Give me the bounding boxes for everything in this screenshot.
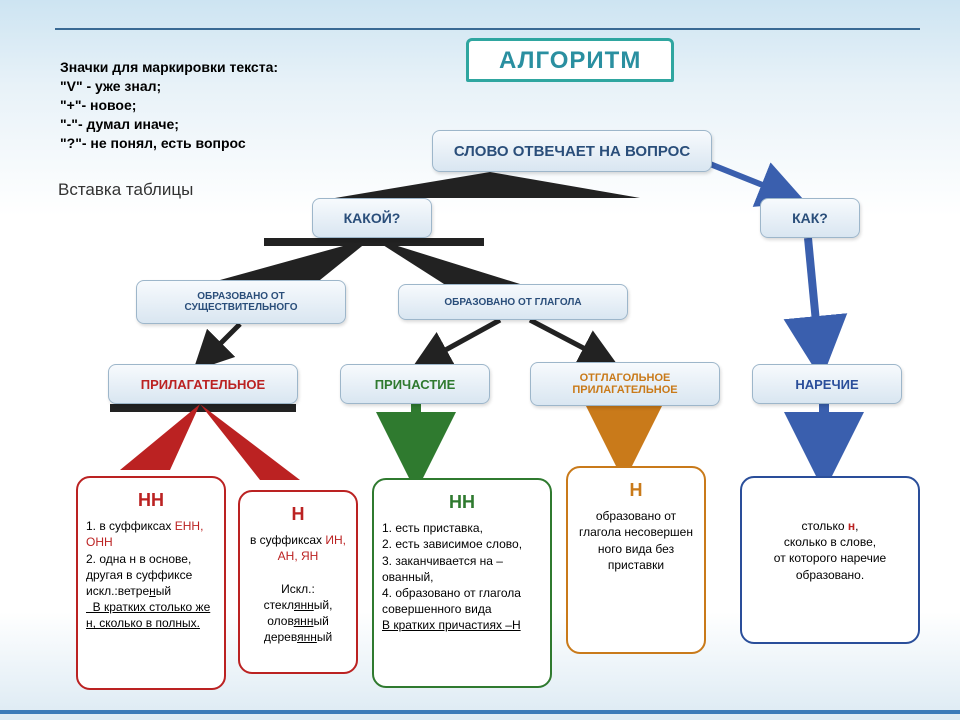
leaf-n2: Нобразовано от глагола несовершен ного в… (566, 466, 706, 654)
top-rule (55, 28, 920, 30)
node-kak: КАК? (760, 198, 860, 238)
node-kakoy: КАКОЙ? (312, 198, 432, 238)
node-narech: НАРЕЧИЕ (752, 364, 902, 404)
node-prich: ПРИЧАСТИЕ (340, 364, 490, 404)
frame-accent (0, 710, 960, 720)
leaf-nn1: НН1. в суффиксах ЕНН, ОНН2. одна н в осн… (76, 476, 226, 690)
legend-line: "+"- новое; (60, 96, 278, 115)
leaf-nar: столько н,сколько в слове,от которого на… (740, 476, 920, 644)
legend-line: "-"- думал иначе; (60, 115, 278, 134)
node-ot_sush: ОБРАЗОВАНО ОТ СУЩЕСТВИТЕЛЬНОГО (136, 280, 346, 324)
node-root: СЛОВО ОТВЕЧАЕТ НА ВОПРОС (432, 130, 712, 172)
legend-block: Значки для маркировки текста: "V" - уже … (60, 58, 278, 152)
legend-line: "V" - уже знал; (60, 77, 278, 96)
node-otglag: ОТГЛАГОЛЬНОЕ ПРИЛАГАТЕЛЬНОЕ (530, 362, 720, 406)
node-prilag: ПРИЛАГАТЕЛЬНОЕ (108, 364, 298, 404)
diagram-title: АЛГОРИТМ (466, 38, 674, 82)
legend-line: "?"- не понял, есть вопрос (60, 134, 278, 153)
leaf-nn2: НН1. есть приставка,2. есть зависимое сл… (372, 478, 552, 688)
node-ot_glag: ОБРАЗОВАНО ОТ ГЛАГОЛА (398, 284, 628, 320)
legend-heading: Значки для маркировки текста: (60, 58, 278, 77)
insert-table-label: Вставка таблицы (58, 180, 193, 200)
leaf-n1: Нв суффиксах ИН, АН, ЯНИскл.: стеклянный… (238, 490, 358, 674)
